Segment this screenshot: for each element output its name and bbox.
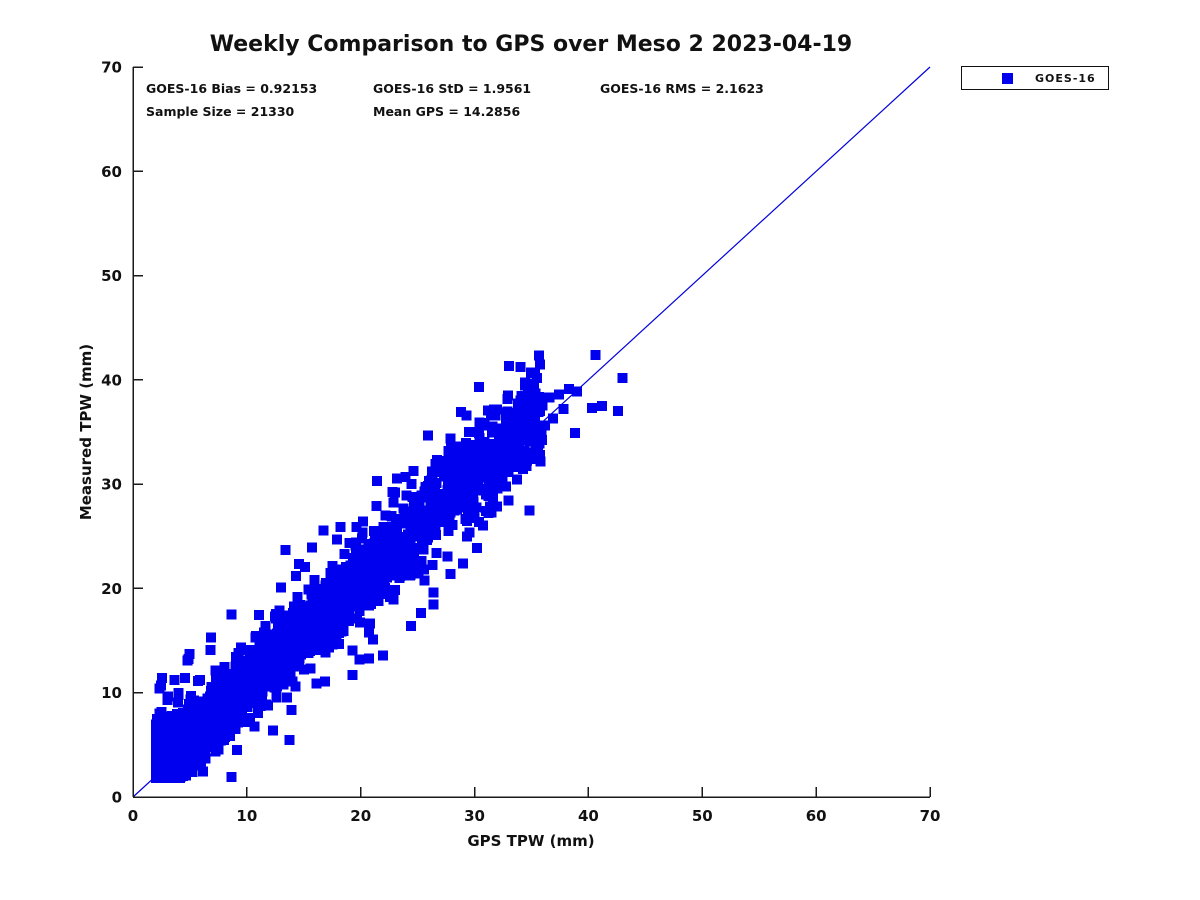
stat-mean-gps-text: Mean GPS = 14.2856	[373, 104, 521, 119]
x-axis-label: GPS TPW (mm)	[467, 832, 595, 850]
svg-text:30: 30	[464, 807, 485, 825]
svg-text:60: 60	[101, 163, 122, 181]
stat-bias-text: GOES-16 Bias = 0.92153	[146, 81, 318, 96]
svg-text:50: 50	[692, 807, 713, 825]
legend-box: GOES-16	[961, 66, 1109, 90]
stat-std-text: GOES-16 StD = 1.9561	[373, 81, 532, 96]
svg-text:20: 20	[350, 807, 371, 825]
svg-text:50: 50	[101, 267, 122, 285]
svg-text:60: 60	[806, 807, 827, 825]
svg-text:20: 20	[101, 580, 122, 598]
stat-rms-text: GOES-16 RMS = 2.1623	[600, 81, 764, 96]
svg-text:0: 0	[112, 789, 122, 807]
svg-text:70: 70	[101, 59, 122, 77]
svg-text:0: 0	[128, 807, 138, 825]
svg-text:40: 40	[578, 807, 599, 825]
stat-sample-size-text: Sample Size = 21330	[146, 104, 295, 119]
legend-series-label: GOES-16	[1035, 71, 1096, 85]
y-axis-label: Measured TPW (mm)	[77, 343, 95, 521]
svg-text:40: 40	[101, 371, 122, 389]
svg-text:10: 10	[236, 807, 257, 825]
legend-marker-square-icon	[1002, 72, 1013, 84]
svg-text:70: 70	[920, 807, 941, 825]
svg-text:10: 10	[101, 684, 122, 702]
chart-title: Weekly Comparison to GPS over Meso 2 202…	[209, 32, 853, 57]
svg-text:30: 30	[101, 476, 122, 494]
